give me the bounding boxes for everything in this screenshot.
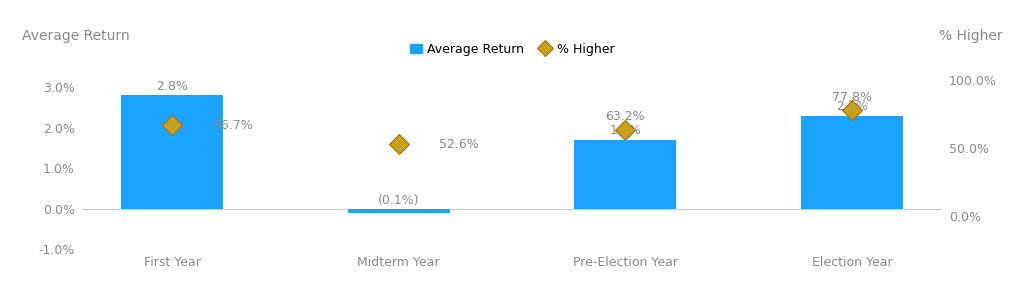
Text: 63.2%: 63.2% xyxy=(605,110,645,123)
Text: Average Return: Average Return xyxy=(22,29,129,43)
Bar xyxy=(121,95,223,209)
Text: 2.8%: 2.8% xyxy=(156,80,188,93)
Bar xyxy=(801,116,903,209)
Text: 77.8%: 77.8% xyxy=(831,91,872,104)
Text: (0.1%): (0.1%) xyxy=(378,194,420,207)
Text: 66.7%: 66.7% xyxy=(213,119,253,132)
Text: % Higher: % Higher xyxy=(939,29,1002,43)
Legend: Average Return, % Higher: Average Return, % Higher xyxy=(404,38,620,60)
Bar xyxy=(348,209,450,213)
Bar xyxy=(574,140,676,209)
Text: 52.6%: 52.6% xyxy=(439,138,479,151)
Text: 1.7%: 1.7% xyxy=(609,124,641,137)
Text: 2.3%: 2.3% xyxy=(837,100,868,113)
